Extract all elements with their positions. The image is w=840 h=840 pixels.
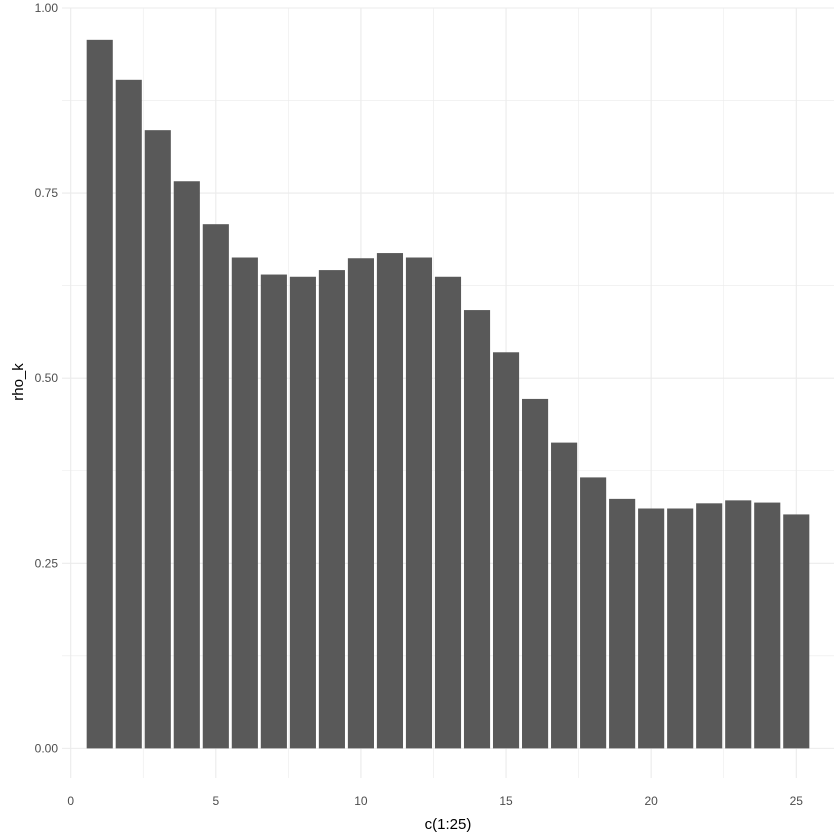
bar-23 [725,500,752,749]
bar-4 [173,181,200,749]
x-tick-label: 15 [499,794,513,808]
bar-22 [696,503,723,749]
bar-7 [260,274,287,749]
x-tick-label: 25 [790,794,804,808]
y-tick-label: 0.25 [35,556,59,570]
bars [86,39,810,749]
bar-15 [492,352,520,749]
bar-5 [202,224,229,749]
bar-16 [522,398,549,749]
y-tick-label: 0.75 [35,186,59,200]
bar-19 [609,498,636,749]
bar-18 [580,477,607,749]
bar-12 [405,257,433,749]
y-tick-label: 0.50 [35,371,59,385]
bar-9 [318,270,345,749]
bar-2 [115,79,142,749]
bar-6 [231,257,258,749]
bar-20 [638,508,665,749]
bar-8 [289,276,316,749]
bar-17 [551,442,578,749]
x-tick-label: 0 [67,794,74,808]
y-tick-label: 0.00 [35,741,59,755]
bar-25 [783,514,810,749]
x-tick-label: 20 [644,794,658,808]
bar-3 [144,130,171,749]
bar-1 [86,39,113,749]
y-axis-title: rho_k [10,363,27,401]
bar-10 [347,258,374,749]
x-axis-title: c(1:25) [425,816,472,833]
x-axis-ticks: 0 5 10 15 20 25 [67,794,803,808]
y-tick-label: 1.00 [35,1,59,15]
bar-21 [667,508,694,749]
bar-11 [376,253,404,749]
bar-24 [754,502,781,749]
bar-13 [434,276,462,749]
x-tick-label: 10 [354,794,368,808]
y-axis-ticks: 0.00 0.25 0.50 0.75 1.00 [35,1,59,755]
bar-14 [463,310,491,749]
x-tick-label: 5 [212,794,219,808]
